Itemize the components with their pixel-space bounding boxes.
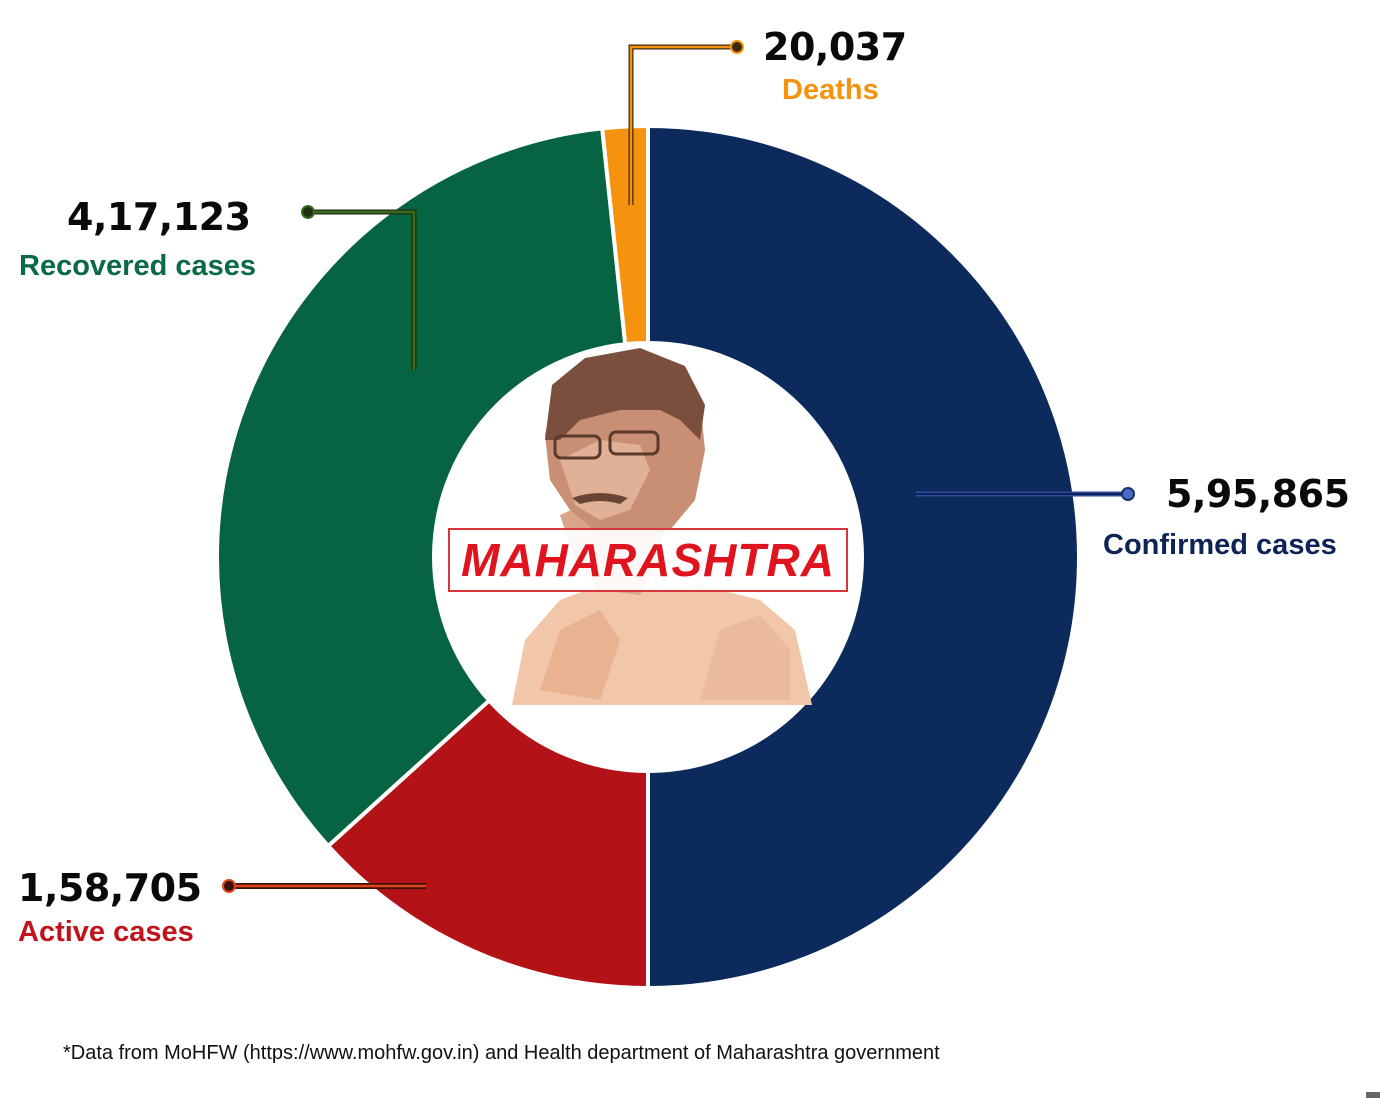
segment-recovered-cases [215,126,651,849]
confirmed-label: Confirmed cases [1103,529,1337,561]
recovered-value: 4,17,123 [67,195,251,239]
recovered-label: Recovered cases [19,250,256,282]
deaths-value: 20,037 [763,25,907,69]
active-label: Active cases [18,916,194,948]
corner-mark [1366,1092,1380,1098]
callout-lines [222,40,1135,893]
state-name-box: MAHARASHTRA [448,528,848,592]
confirmed-value: 5,95,865 [1166,472,1350,516]
state-name: MAHARASHTRA [461,534,835,586]
deaths-label: Deaths [782,74,879,106]
active-value: 1,58,705 [18,866,202,910]
data-source-footnote: *Data from MoHFW (https://www.mohfw.gov.… [63,1042,940,1064]
